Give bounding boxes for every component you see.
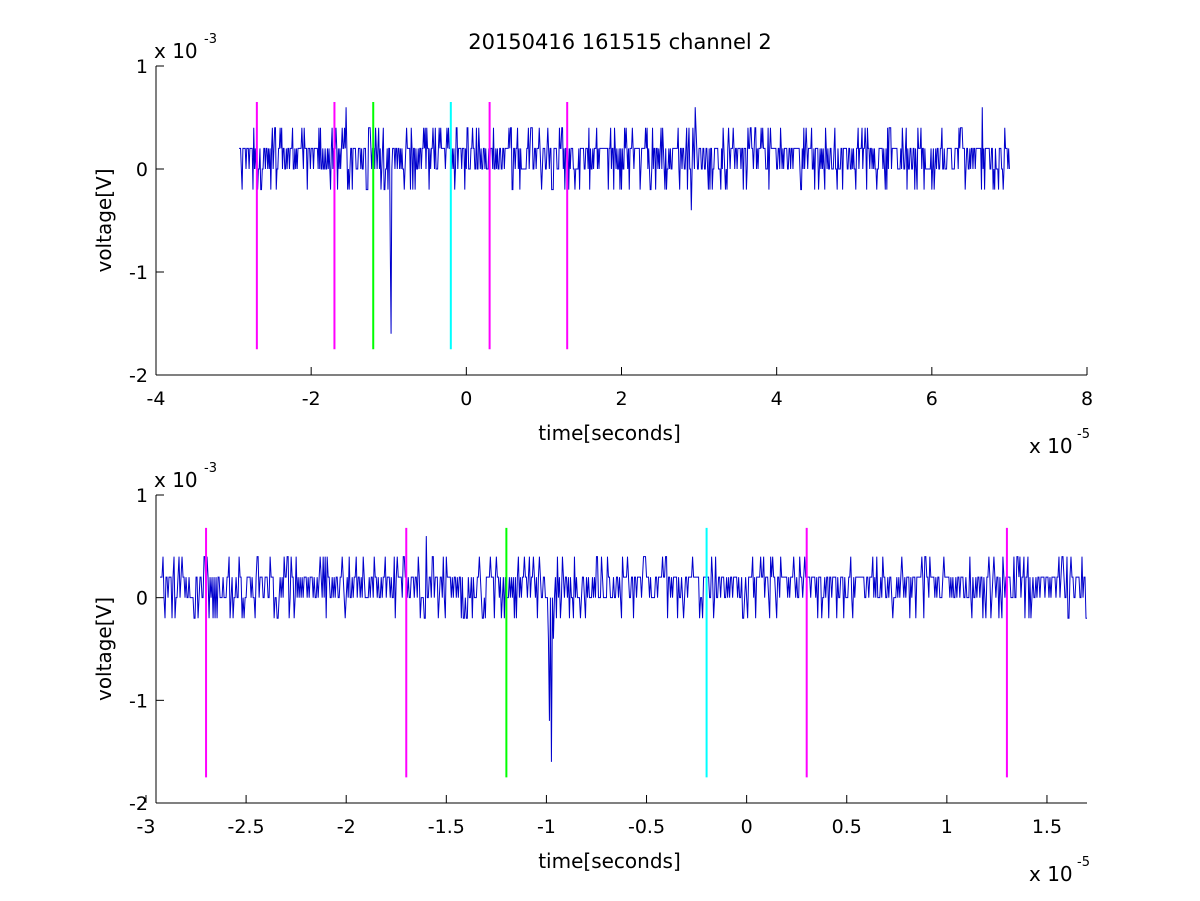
x-tick-label: 1 [941, 816, 953, 838]
x-exponent-power: -5 [1077, 855, 1090, 870]
x-tick-label: -2 [302, 388, 321, 410]
x-exponent-label: x 10 [1029, 862, 1073, 886]
x-tick-label: 2 [615, 388, 627, 410]
y-tick-label: 1 [136, 56, 148, 78]
x-exponent-label: x 10 [1029, 434, 1073, 458]
x-exponent-power: -5 [1077, 427, 1090, 442]
x-tick-label: 6 [926, 388, 938, 410]
x-tick-label: 8 [1081, 388, 1093, 410]
x-tick-label: 1.5 [1032, 816, 1062, 838]
y-tick-label: 1 [136, 485, 148, 507]
x-tick-label: -1 [537, 816, 556, 838]
x-axis-label: time[seconds] [538, 421, 681, 445]
figure-title: 20150416 161515 channel 2 [468, 30, 772, 54]
y-tick-label: -1 [129, 262, 148, 284]
x-tick-label: 0 [460, 388, 472, 410]
y-axis-label: voltage[V] [92, 168, 116, 272]
top-plot: -4 -2 0 2 4 6 810-1-2x 10 -3x 10 -5time[seconds]… [92, 32, 1093, 458]
y-exponent-label: x 10 [154, 39, 198, 63]
x-tick-label: -1.5 [428, 816, 465, 838]
signal-trace [239, 107, 1010, 334]
y-tick-label: 0 [136, 159, 148, 181]
x-tick-label: -0.5 [628, 816, 665, 838]
signal-trace [160, 536, 1087, 762]
x-tick-label: 0.5 [832, 816, 862, 838]
x-tick-label: -3 [137, 816, 156, 838]
bottom-plot: -3 -2.5 -2 -1.5 -1 -0.5 0 0.5 1 1.5 1 0 -1 -2 x 10 -3 x … [92, 461, 1090, 886]
x-tick-label: 4 [771, 388, 783, 410]
y-tick-label: -2 [129, 793, 148, 815]
y-tick-label: 0 [136, 588, 148, 610]
x-tick-label: -2.5 [228, 816, 265, 838]
x-tick-label: 0 [741, 816, 753, 838]
x-tick-label: -4 [147, 388, 166, 410]
y-tick-label: -2 [129, 365, 148, 387]
y-axis-label: voltage[V] [92, 597, 116, 701]
y-exponent-power: -3 [204, 461, 217, 476]
y-tick-label: -1 [129, 690, 148, 712]
x-axis-label: time[seconds] [538, 849, 681, 873]
x-tick-label: -2 [337, 816, 356, 838]
y-exponent-label: x 10 [154, 468, 198, 492]
y-exponent-power: -3 [204, 32, 217, 47]
